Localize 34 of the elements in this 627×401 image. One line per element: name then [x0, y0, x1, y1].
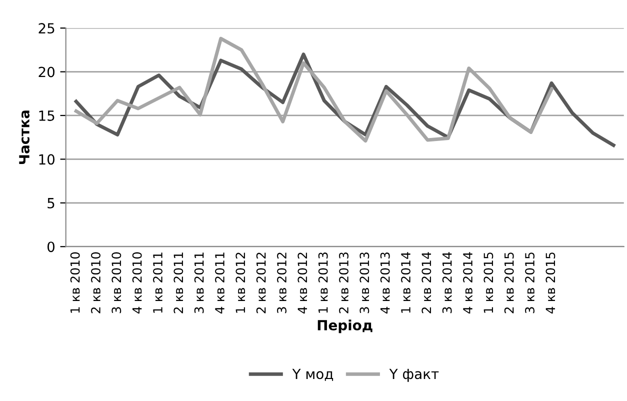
x-tick-label: 4 кв 2013: [380, 252, 390, 314]
legend-label: Y мод: [292, 368, 334, 381]
y-tick-label: 10: [39, 154, 54, 165]
x-tick-label: 4 кв 2012: [298, 252, 308, 314]
y-tick-label: 20: [38, 66, 54, 78]
x-tick-label: 2 кв 2015: [504, 252, 514, 314]
x-tick-label: 4 кв 2011: [215, 252, 224, 314]
x-tick-label: 1 кв 2013: [318, 252, 328, 313]
y-tick-label: 0: [47, 242, 54, 252]
x-tick-label: 4 кв 2010: [132, 252, 142, 314]
x-tick-label: 2 кв 2011: [174, 252, 184, 314]
x-tick-label: 3 кв 2012: [277, 252, 286, 314]
x-tick-label: 2 кв 2012: [256, 252, 266, 314]
x-tick-label: 3 кв 2010: [112, 252, 122, 314]
x-tick-label: 2 кв 2010: [91, 252, 100, 314]
x-tick-label: 3 кв 2014: [442, 252, 452, 314]
y-tick-label: 15: [39, 110, 54, 121]
legend-label: Y факт: [389, 368, 439, 382]
x-tick-label: 1 кв 2014: [401, 252, 410, 313]
x-tick-label: 4 кв 2015: [546, 252, 556, 314]
y-tick-label: 5: [48, 198, 54, 208]
x-tick-label: 2 кв 2013: [339, 252, 348, 314]
y-axis-title: Частка: [19, 110, 30, 164]
x-tick-label: 1 кв 2011: [153, 252, 162, 313]
y-tick-label: 25: [38, 23, 54, 34]
x-tick-label: 3 кв 2015: [525, 252, 534, 314]
x-tick-label: 1 кв 2010: [70, 252, 80, 313]
x-tick-label: 1 кв 2012: [236, 252, 246, 313]
x-tick-label: 4 кв 2014: [463, 252, 472, 314]
x-tick-label: 3 кв 2011: [194, 252, 204, 314]
x-tick-label: 3 кв 2013: [360, 252, 370, 314]
x-axis-title: Період: [318, 320, 372, 334]
x-tick-label: 1 кв 2015: [484, 252, 494, 313]
x-tick-label: 2 кв 2014: [422, 252, 432, 314]
